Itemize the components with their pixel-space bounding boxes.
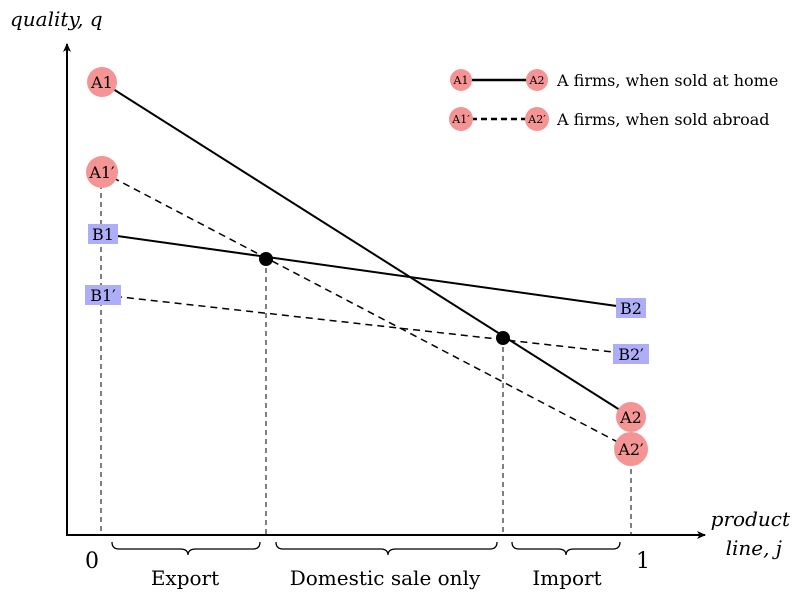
region-label-import: Import: [532, 566, 601, 590]
legend-abroad-start: A1′: [451, 113, 470, 126]
node-a2-label: A2: [619, 408, 642, 427]
node-b2-prime: B2′: [613, 344, 649, 364]
legend-row-home: A1 A2 A firms, when sold at home: [450, 69, 778, 91]
region-label-domestic: Domestic sale only: [290, 566, 481, 590]
node-b2-label: B2: [620, 299, 642, 318]
x-axis-label-line1: product: [711, 507, 791, 531]
y-axis-label: quality, q: [10, 7, 103, 31]
node-b2-prime-label: B2′: [618, 345, 644, 364]
brace-domestic: [275, 541, 498, 556]
brace-export: [111, 541, 261, 556]
line-a-abroad: [101, 171, 632, 450]
legend-abroad-label: A firms, when sold abroad: [556, 110, 770, 129]
brace-import: [511, 541, 621, 556]
legend-home-end: A2: [529, 74, 545, 87]
node-b1: B1: [88, 224, 118, 244]
node-b1-label: B1: [92, 225, 114, 244]
legend-row-abroad: A1′ A2′ A firms, when sold abroad: [449, 107, 770, 131]
tick-one: 1: [636, 549, 650, 574]
legend: A1 A2 A firms, when sold at home A1′ A2′…: [449, 69, 778, 131]
legend-home-label: A firms, when sold at home: [556, 71, 778, 90]
node-b1-prime: B1′: [85, 285, 121, 305]
node-a1-label: A1: [90, 73, 113, 92]
line-a-home: [101, 81, 632, 418]
node-b2: B2: [616, 298, 646, 318]
node-a2: A2: [616, 402, 646, 432]
legend-home-start: A1: [453, 74, 469, 87]
intersection-point-import: [496, 331, 510, 345]
region-label-export: Export: [151, 566, 219, 590]
line-b-abroad: [102, 294, 632, 355]
node-a1-prime-label: A1′: [88, 163, 115, 182]
node-a2-prime-label: A2′: [617, 440, 644, 459]
line-b-home: [102, 233, 632, 309]
node-a1: A1: [87, 67, 117, 97]
node-b1-prime-label: B1′: [90, 286, 116, 305]
legend-abroad-end: A2′: [527, 113, 546, 126]
intersection-point-export: [259, 252, 273, 266]
node-a2-prime: A2′: [614, 432, 648, 466]
x-axis-label-line2: line, j: [726, 536, 782, 560]
tick-zero: 0: [85, 549, 99, 574]
node-a1-prime: A1′: [86, 156, 118, 188]
